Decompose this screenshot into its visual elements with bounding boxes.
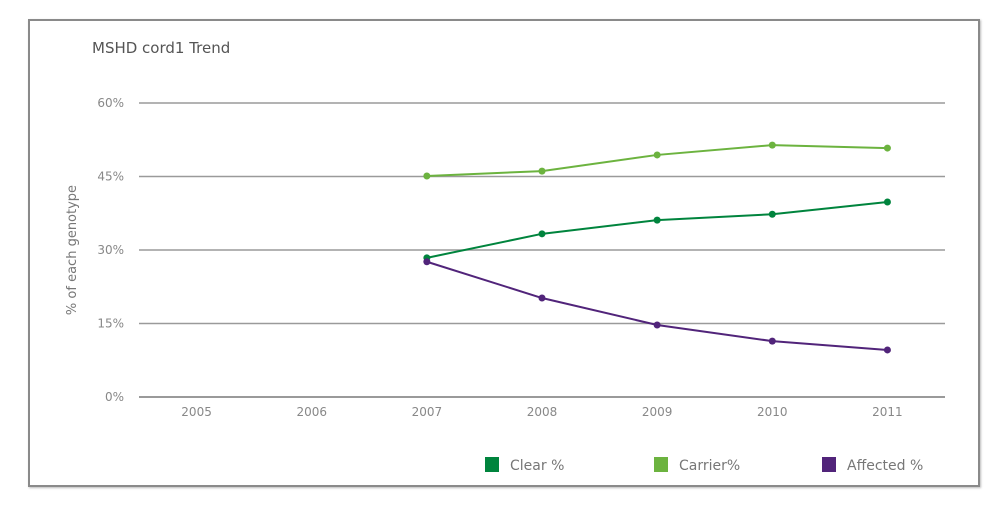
data-point xyxy=(883,144,891,152)
x-tick-label: 2010 xyxy=(757,405,788,419)
legend-swatch xyxy=(822,457,836,472)
legend-label: Clear % xyxy=(510,458,564,474)
y-axis-label: % of each genotype xyxy=(65,185,80,315)
legend-item: Affected % xyxy=(822,457,923,474)
y-tick-label: 30% xyxy=(97,243,124,257)
series-2 xyxy=(423,258,891,354)
legend-label: Affected % xyxy=(847,458,923,474)
legend-swatch xyxy=(485,457,499,472)
legend-label: Carrier% xyxy=(679,458,740,474)
y-tick-label: 45% xyxy=(97,170,124,184)
data-point xyxy=(538,230,546,238)
data-point xyxy=(883,198,891,206)
data-point xyxy=(768,210,776,218)
x-tick-label: 2006 xyxy=(296,405,327,419)
x-tick-label: 2008 xyxy=(527,405,558,419)
x-tick-label: 2005 xyxy=(181,405,212,419)
y-tick-label: 0% xyxy=(105,390,124,404)
chart-frame xyxy=(28,19,980,487)
legend-swatch xyxy=(654,457,668,472)
data-point xyxy=(768,337,776,345)
x-tick-label: 2011 xyxy=(872,405,903,419)
x-tick-label: 2009 xyxy=(642,405,673,419)
series-line xyxy=(426,144,888,178)
x-tick-label: 2007 xyxy=(412,405,443,419)
data-point xyxy=(653,151,661,159)
data-point xyxy=(423,172,431,180)
data-point xyxy=(883,346,891,354)
data-point xyxy=(423,258,431,266)
series-0 xyxy=(423,198,891,262)
y-tick-label: 15% xyxy=(97,317,124,331)
legend-item: Clear % xyxy=(485,457,564,474)
chart-title: MSHD cord1 Trend xyxy=(92,39,230,57)
y-tick-label: 60% xyxy=(97,96,124,110)
series-1 xyxy=(423,141,891,180)
data-point xyxy=(653,321,661,329)
data-point xyxy=(538,294,546,302)
data-point xyxy=(538,167,546,175)
series-line xyxy=(426,260,888,351)
legend-item: Carrier% xyxy=(654,457,740,474)
data-point xyxy=(768,141,776,149)
data-point xyxy=(653,216,661,224)
